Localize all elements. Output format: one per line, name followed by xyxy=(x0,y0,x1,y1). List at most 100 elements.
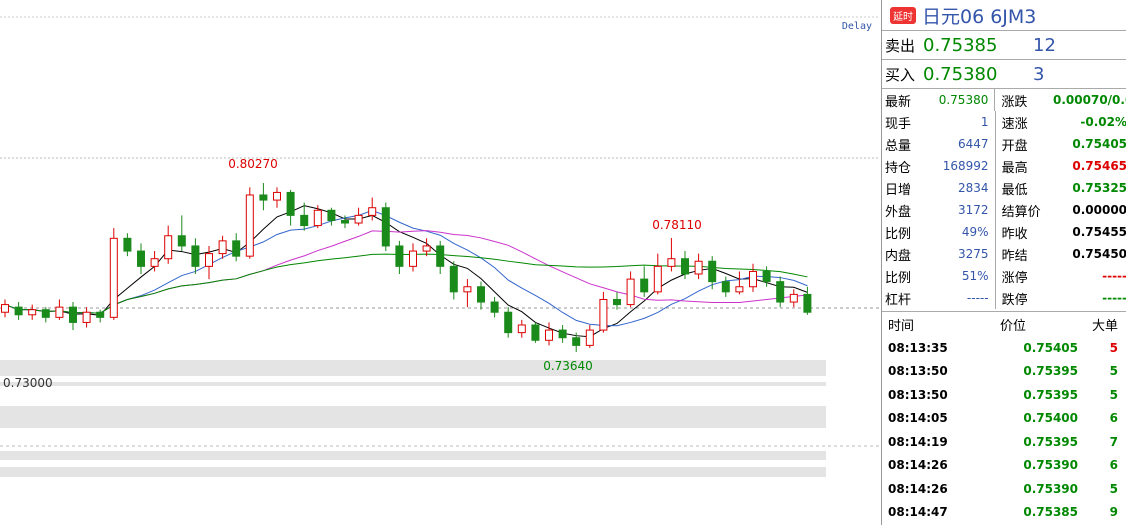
candle-body xyxy=(137,250,145,267)
price: 0.75385 xyxy=(923,34,998,56)
value: 3275 xyxy=(937,243,996,265)
label: 结算价 xyxy=(1001,204,1041,220)
moving-average xyxy=(4,205,808,338)
time: 08:13:50 xyxy=(888,387,948,402)
candle-body xyxy=(177,235,186,247)
trade-row: 08:14:26 0.75390 5 xyxy=(882,477,1126,501)
candle-body xyxy=(477,286,485,303)
candle-body xyxy=(245,194,254,257)
value: -0.02% xyxy=(1080,115,1126,129)
value: 0.00070/0.09% xyxy=(1053,93,1126,107)
quote-row: 最新 0.75380 涨跌 0.00070/0.09% xyxy=(882,89,1126,111)
delay-label: Delay xyxy=(842,21,872,32)
candlestick-chart: Delay 0.80270 0.78110 0.73640 0.73000 xyxy=(0,16,880,477)
annotation: 0.73640 xyxy=(543,359,593,373)
volume: 5 xyxy=(1109,387,1118,402)
ask-row: 卖出 0.75385 12 xyxy=(882,31,1126,60)
candle-body xyxy=(205,253,213,267)
label: 最低 xyxy=(1001,182,1028,198)
candle-body xyxy=(463,286,472,293)
value: 0.75405 xyxy=(1072,137,1126,151)
quote-row: 杠杆 ----- 跌停 ----- xyxy=(882,287,1126,309)
candle-body xyxy=(626,278,635,306)
price: 0.75405 xyxy=(1023,340,1078,355)
candle-body xyxy=(694,260,703,275)
quote-row: 比例 49% 昨收 0.75455 xyxy=(882,221,1126,243)
label: 现手 xyxy=(885,116,912,132)
candle-body xyxy=(123,237,132,252)
candle-body xyxy=(721,281,730,293)
candle-body xyxy=(96,311,105,318)
candle-body xyxy=(1,304,9,313)
value: 0.75450 xyxy=(1072,247,1126,261)
value: 49% xyxy=(937,221,996,243)
candle-body xyxy=(327,209,336,221)
value: 6447 xyxy=(937,133,996,155)
candle-body xyxy=(599,298,608,331)
candle-body xyxy=(395,245,404,267)
label: 比例 xyxy=(885,226,912,242)
price: 0.75395 xyxy=(1023,387,1078,402)
trades-table: 08:13:35 0.75405 5 08:13:50 0.75395 5 08:13:50… xyxy=(882,336,1126,524)
header: 大单 xyxy=(1091,318,1118,334)
candle-body xyxy=(232,240,241,257)
candle-body xyxy=(558,329,567,339)
candle-body xyxy=(55,306,64,318)
candle-body xyxy=(517,324,526,334)
quote-row: 外盘 3172 结算价 0.00000 xyxy=(882,199,1126,221)
candle-body xyxy=(572,337,581,346)
volume: 9 xyxy=(1109,505,1118,520)
value: ----- xyxy=(1102,291,1126,305)
label: 涨停 xyxy=(1001,270,1028,286)
candle-body xyxy=(681,258,689,275)
value: ----- xyxy=(937,287,996,309)
candle-body xyxy=(273,191,281,201)
label: 杠杆 xyxy=(885,292,912,308)
volume: 12 xyxy=(1033,34,1056,56)
candle-body xyxy=(613,298,621,306)
price: 0.75390 xyxy=(1023,481,1078,496)
candle-body xyxy=(300,214,309,227)
trade-row: 08:14:26 0.75390 6 xyxy=(882,454,1126,478)
candle-body xyxy=(735,286,744,293)
candle-body xyxy=(640,278,649,293)
candle-body xyxy=(531,324,540,341)
candle-body xyxy=(381,207,390,247)
price: 0.75400 xyxy=(1023,411,1078,426)
trade-row: 08:14:47 0.75385 9 xyxy=(882,501,1126,525)
value: 168992 xyxy=(937,155,996,177)
candle-body xyxy=(490,301,499,313)
value: 0.75325 xyxy=(1072,181,1126,195)
label: 比例 xyxy=(885,270,912,286)
candle-body xyxy=(354,214,363,224)
candle-body xyxy=(14,306,23,316)
label: 日增 xyxy=(885,182,912,198)
volume: 6 xyxy=(1109,411,1118,426)
time: 08:14:19 xyxy=(888,434,948,449)
trade-row: 08:13:50 0.75395 5 xyxy=(882,360,1126,384)
value: 1 xyxy=(937,111,996,133)
price: 0.75380 xyxy=(923,63,998,85)
candle-body xyxy=(259,194,268,201)
volume: 5 xyxy=(1109,364,1118,379)
label: 昨结 xyxy=(1001,248,1028,264)
volume: 5 xyxy=(1109,481,1118,496)
label: 开盘 xyxy=(1001,138,1028,154)
value: ----- xyxy=(1102,269,1126,283)
value: 51% xyxy=(937,265,996,287)
trade-row: 08:13:35 0.75405 5 xyxy=(882,336,1126,360)
quote-row: 总量 6447 开盘 0.75405 xyxy=(882,133,1126,155)
trade-row: 08:14:19 0.75395 7 xyxy=(882,430,1126,454)
header: 延时 日元06 6JM3 xyxy=(882,0,1126,31)
header: 时间 xyxy=(888,318,915,334)
label: 跌停 xyxy=(1001,292,1028,308)
title: 日元06 6JM3 xyxy=(922,5,1037,28)
candle-body xyxy=(313,209,322,227)
band xyxy=(0,360,826,376)
badge: 延时 xyxy=(890,6,916,24)
candle-body xyxy=(545,329,553,341)
value: 0.75380 xyxy=(937,89,996,111)
label: 持仓 xyxy=(885,160,912,176)
band xyxy=(0,467,826,477)
